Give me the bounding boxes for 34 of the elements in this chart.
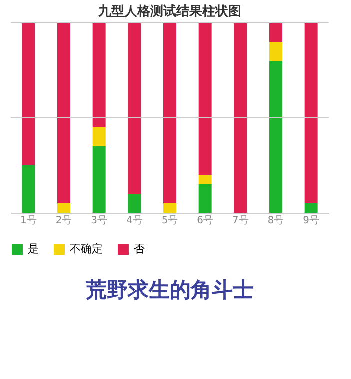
bar xyxy=(58,23,70,204)
bar xyxy=(92,23,106,128)
bar xyxy=(270,23,282,42)
bar xyxy=(270,42,282,61)
legend-label: 否 xyxy=(134,242,145,256)
bar xyxy=(234,23,248,213)
bar xyxy=(270,61,282,213)
x-tick-label: 4号 xyxy=(126,216,143,226)
bar xyxy=(92,128,106,146)
bar xyxy=(198,23,212,175)
legend-label: 不确定 xyxy=(70,242,103,256)
x-tick-label: 6号 xyxy=(197,216,214,226)
x-tick-label: 8号 xyxy=(268,216,284,226)
x-tick-label: 3号 xyxy=(91,216,108,226)
x-tick-label: 9号 xyxy=(303,216,320,226)
legend-label: 是 xyxy=(28,242,39,256)
bar xyxy=(58,204,70,213)
bar xyxy=(304,23,318,204)
text: 荒野求生的角斗士 xyxy=(85,278,254,302)
x-tick-label: 2号 xyxy=(56,216,72,226)
bar xyxy=(164,23,176,204)
x-tick-label: 7号 xyxy=(232,216,249,226)
bar xyxy=(198,175,212,184)
bar xyxy=(22,23,36,166)
bar xyxy=(22,166,36,213)
bar xyxy=(164,204,176,213)
x-tick-label: 5号 xyxy=(162,216,178,226)
bar xyxy=(128,194,142,213)
bar xyxy=(128,23,142,194)
bar xyxy=(198,184,212,213)
x-tick-label: 1号 xyxy=(20,216,37,226)
bar xyxy=(92,146,106,213)
chart-title: 九型人格测试结果柱状图 xyxy=(98,4,242,20)
bar xyxy=(304,204,318,213)
